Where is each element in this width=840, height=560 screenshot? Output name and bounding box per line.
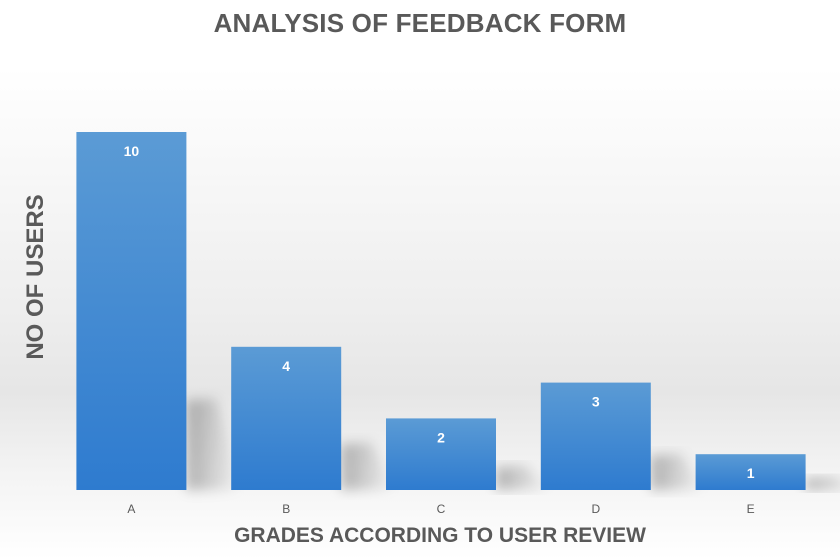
bar-shadow (186, 398, 242, 490)
bar-c (386, 418, 496, 490)
data-label-e: 1 (747, 465, 755, 481)
x-tick-label-d: D (591, 502, 600, 516)
bar-shadow (341, 442, 397, 490)
x-tick-label-c: C (437, 502, 446, 516)
bar-b (231, 346, 342, 490)
data-label-c: 2 (437, 429, 445, 445)
x-tick-label-a: A (127, 502, 135, 516)
data-label-b: 4 (282, 358, 290, 374)
bar-a (76, 132, 187, 490)
bar-d (540, 382, 651, 490)
bar-shadow (805, 476, 840, 490)
bar-shadow (650, 453, 706, 490)
x-tick-label-e: E (747, 502, 755, 516)
data-label-a: 10 (124, 143, 140, 159)
bar-e (695, 454, 806, 490)
bar-shadow (496, 465, 551, 490)
x-tick-label-b: B (282, 502, 290, 516)
chart-title: ANALYSIS OF FEEDBACK FORM (213, 8, 627, 38)
x-axis-label: GRADES ACCORDING TO USER REVIEW (234, 524, 646, 547)
data-label-d: 3 (592, 394, 600, 410)
